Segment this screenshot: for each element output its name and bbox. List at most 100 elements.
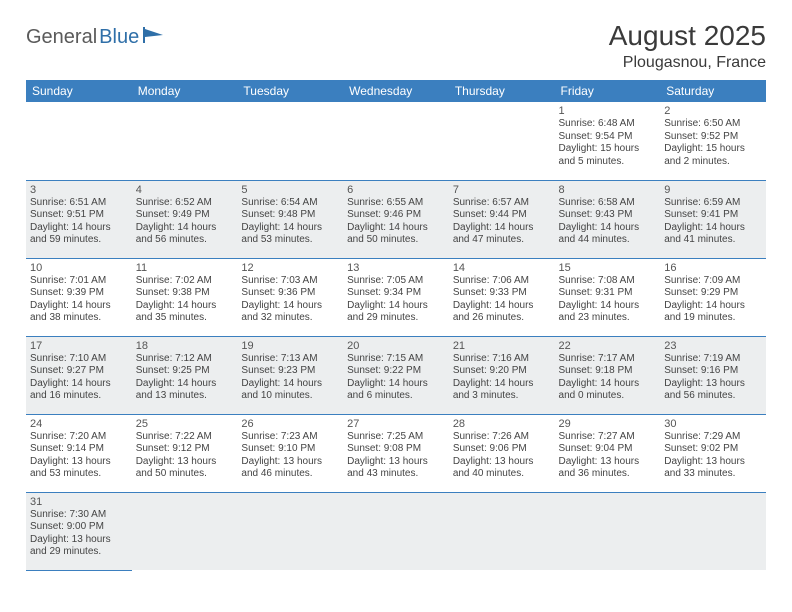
calendar-day: 20Sunrise: 7:15 AMSunset: 9:22 PMDayligh… xyxy=(343,336,449,414)
day-number: 12 xyxy=(241,262,339,274)
day-number: 30 xyxy=(664,418,762,430)
day-info: Sunrise: 7:03 AMSunset: 9:36 PMDaylight:… xyxy=(241,275,339,325)
calendar-day: 29Sunrise: 7:27 AMSunset: 9:04 PMDayligh… xyxy=(555,414,661,492)
day-info: Sunrise: 7:19 AMSunset: 9:16 PMDaylight:… xyxy=(664,353,762,403)
day-number: 15 xyxy=(559,262,657,274)
day-header: Monday xyxy=(132,80,238,102)
day-number: 4 xyxy=(136,184,234,196)
day-number: 7 xyxy=(453,184,551,196)
calendar-week: 17Sunrise: 7:10 AMSunset: 9:27 PMDayligh… xyxy=(26,336,766,414)
calendar-day: 8Sunrise: 6:58 AMSunset: 9:43 PMDaylight… xyxy=(555,180,661,258)
day-info: Sunrise: 6:57 AMSunset: 9:44 PMDaylight:… xyxy=(453,197,551,247)
calendar-week: 10Sunrise: 7:01 AMSunset: 9:39 PMDayligh… xyxy=(26,258,766,336)
calendar-week: 1Sunrise: 6:48 AMSunset: 9:54 PMDaylight… xyxy=(26,102,766,180)
calendar-week: 31Sunrise: 7:30 AMSunset: 9:00 PMDayligh… xyxy=(26,492,766,570)
day-number: 18 xyxy=(136,340,234,352)
day-number: 24 xyxy=(30,418,128,430)
day-header: Tuesday xyxy=(237,80,343,102)
calendar-week: 3Sunrise: 6:51 AMSunset: 9:51 PMDaylight… xyxy=(26,180,766,258)
calendar-empty xyxy=(132,492,238,570)
day-info: Sunrise: 6:55 AMSunset: 9:46 PMDaylight:… xyxy=(347,197,445,247)
day-info: Sunrise: 6:50 AMSunset: 9:52 PMDaylight:… xyxy=(664,118,762,168)
calendar-day: 21Sunrise: 7:16 AMSunset: 9:20 PMDayligh… xyxy=(449,336,555,414)
day-number: 19 xyxy=(241,340,339,352)
day-header: Sunday xyxy=(26,80,132,102)
calendar-day: 12Sunrise: 7:03 AMSunset: 9:36 PMDayligh… xyxy=(237,258,343,336)
day-info: Sunrise: 7:05 AMSunset: 9:34 PMDaylight:… xyxy=(347,275,445,325)
calendar-day: 14Sunrise: 7:06 AMSunset: 9:33 PMDayligh… xyxy=(449,258,555,336)
day-info: Sunrise: 6:59 AMSunset: 9:41 PMDaylight:… xyxy=(664,197,762,247)
calendar-empty xyxy=(237,492,343,570)
day-info: Sunrise: 7:22 AMSunset: 9:12 PMDaylight:… xyxy=(136,431,234,481)
day-header: Wednesday xyxy=(343,80,449,102)
day-number: 16 xyxy=(664,262,762,274)
calendar-day: 6Sunrise: 6:55 AMSunset: 9:46 PMDaylight… xyxy=(343,180,449,258)
calendar-empty xyxy=(555,492,661,570)
day-header-row: SundayMondayTuesdayWednesdayThursdayFrid… xyxy=(26,80,766,102)
day-header: Thursday xyxy=(449,80,555,102)
calendar-empty xyxy=(343,492,449,570)
calendar-day: 1Sunrise: 6:48 AMSunset: 9:54 PMDaylight… xyxy=(555,102,661,180)
day-number: 6 xyxy=(347,184,445,196)
calendar-day: 15Sunrise: 7:08 AMSunset: 9:31 PMDayligh… xyxy=(555,258,661,336)
day-info: Sunrise: 7:09 AMSunset: 9:29 PMDaylight:… xyxy=(664,275,762,325)
day-info: Sunrise: 6:54 AMSunset: 9:48 PMDaylight:… xyxy=(241,197,339,247)
logo: General Blue xyxy=(26,26,165,49)
day-number: 21 xyxy=(453,340,551,352)
day-info: Sunrise: 7:08 AMSunset: 9:31 PMDaylight:… xyxy=(559,275,657,325)
header: General Blue August 2025 Plougasnou, Fra… xyxy=(26,20,766,72)
day-number: 3 xyxy=(30,184,128,196)
day-number: 31 xyxy=(30,496,128,508)
day-number: 13 xyxy=(347,262,445,274)
day-number: 2 xyxy=(664,105,762,117)
day-number: 9 xyxy=(664,184,762,196)
calendar-day: 25Sunrise: 7:22 AMSunset: 9:12 PMDayligh… xyxy=(132,414,238,492)
calendar-day: 2Sunrise: 6:50 AMSunset: 9:52 PMDaylight… xyxy=(660,102,766,180)
day-info: Sunrise: 7:13 AMSunset: 9:23 PMDaylight:… xyxy=(241,353,339,403)
day-info: Sunrise: 6:51 AMSunset: 9:51 PMDaylight:… xyxy=(30,197,128,247)
day-number: 25 xyxy=(136,418,234,430)
day-number: 26 xyxy=(241,418,339,430)
calendar-day: 18Sunrise: 7:12 AMSunset: 9:25 PMDayligh… xyxy=(132,336,238,414)
calendar-day: 19Sunrise: 7:13 AMSunset: 9:23 PMDayligh… xyxy=(237,336,343,414)
calendar-day: 28Sunrise: 7:26 AMSunset: 9:06 PMDayligh… xyxy=(449,414,555,492)
calendar-empty xyxy=(449,102,555,180)
calendar-empty xyxy=(660,492,766,570)
day-header: Saturday xyxy=(660,80,766,102)
day-number: 1 xyxy=(559,105,657,117)
day-info: Sunrise: 7:02 AMSunset: 9:38 PMDaylight:… xyxy=(136,275,234,325)
calendar-empty xyxy=(237,102,343,180)
location: Plougasnou, France xyxy=(609,54,766,72)
day-number: 10 xyxy=(30,262,128,274)
flag-icon xyxy=(143,27,165,48)
month-title: August 2025 xyxy=(609,20,766,52)
day-info: Sunrise: 7:23 AMSunset: 9:10 PMDaylight:… xyxy=(241,431,339,481)
day-info: Sunrise: 7:25 AMSunset: 9:08 PMDaylight:… xyxy=(347,431,445,481)
calendar-day: 17Sunrise: 7:10 AMSunset: 9:27 PMDayligh… xyxy=(26,336,132,414)
day-number: 28 xyxy=(453,418,551,430)
calendar-week: 24Sunrise: 7:20 AMSunset: 9:14 PMDayligh… xyxy=(26,414,766,492)
day-number: 29 xyxy=(559,418,657,430)
title-block: August 2025 Plougasnou, France xyxy=(609,20,766,72)
day-number: 20 xyxy=(347,340,445,352)
day-number: 5 xyxy=(241,184,339,196)
calendar-day: 13Sunrise: 7:05 AMSunset: 9:34 PMDayligh… xyxy=(343,258,449,336)
day-info: Sunrise: 6:48 AMSunset: 9:54 PMDaylight:… xyxy=(559,118,657,168)
day-number: 8 xyxy=(559,184,657,196)
calendar-empty xyxy=(26,102,132,180)
day-info: Sunrise: 7:10 AMSunset: 9:27 PMDaylight:… xyxy=(30,353,128,403)
day-info: Sunrise: 6:52 AMSunset: 9:49 PMDaylight:… xyxy=(136,197,234,247)
day-number: 14 xyxy=(453,262,551,274)
day-number: 27 xyxy=(347,418,445,430)
calendar-day: 10Sunrise: 7:01 AMSunset: 9:39 PMDayligh… xyxy=(26,258,132,336)
logo-text-blue: Blue xyxy=(99,26,139,49)
day-info: Sunrise: 6:58 AMSunset: 9:43 PMDaylight:… xyxy=(559,197,657,247)
calendar-day: 22Sunrise: 7:17 AMSunset: 9:18 PMDayligh… xyxy=(555,336,661,414)
calendar-empty xyxy=(343,102,449,180)
logo-text-general: General xyxy=(26,26,97,49)
calendar-day: 5Sunrise: 6:54 AMSunset: 9:48 PMDaylight… xyxy=(237,180,343,258)
calendar-empty xyxy=(449,492,555,570)
day-number: 17 xyxy=(30,340,128,352)
day-info: Sunrise: 7:26 AMSunset: 9:06 PMDaylight:… xyxy=(453,431,551,481)
day-info: Sunrise: 7:15 AMSunset: 9:22 PMDaylight:… xyxy=(347,353,445,403)
